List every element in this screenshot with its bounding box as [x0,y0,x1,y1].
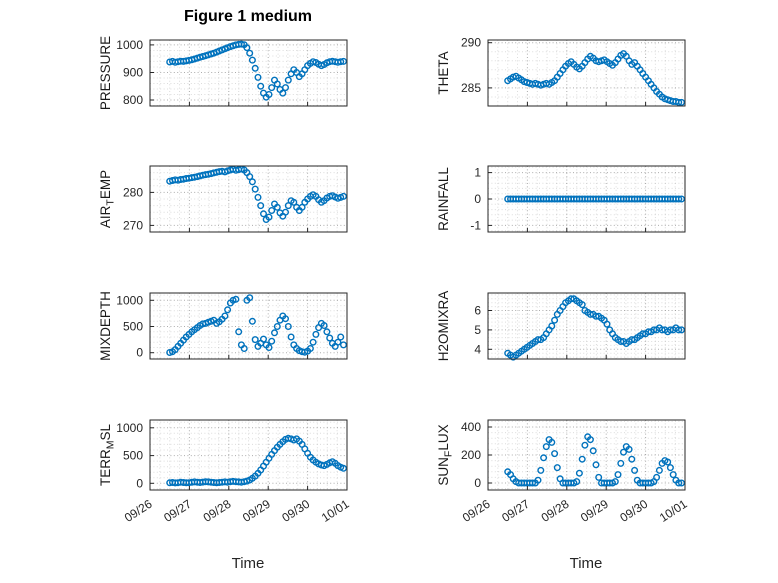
scatter-markers [166,294,347,357]
y-axis-label: SUNFLUX [436,424,455,485]
scatter-markers [504,50,685,106]
svg-text:1000: 1000 [116,421,143,435]
subplot-terrmsl: 0 500 1000 09/26 09/27 09/28 09/29 09/30 10/01 TE… [98,419,352,525]
svg-text:0: 0 [474,192,481,206]
svg-text:1: 1 [474,166,481,180]
svg-text:0: 0 [474,476,481,490]
svg-text:0: 0 [136,476,143,490]
subplot-theta: 285 290 THETA [436,36,686,107]
svg-text:09/27: 09/27 [161,497,194,525]
svg-text:09/26: 09/26 [122,497,155,525]
scatter-markers [504,195,685,203]
svg-text:09/29: 09/29 [578,497,611,525]
x-axis-label-left: Time [231,555,265,572]
svg-text:270: 270 [123,218,143,232]
subplot-rainfall: -1 0 1 RAINFALL [436,165,686,233]
svg-text:09/28: 09/28 [201,497,234,525]
svg-text:6: 6 [474,304,481,318]
svg-text:09/27: 09/27 [499,497,532,525]
svg-text:10/01: 10/01 [657,497,690,525]
subplot-h2omixra: 4 5 6 H2OMIXRA [436,291,686,362]
svg-text:09/30: 09/30 [617,497,650,525]
svg-text:09/26: 09/26 [460,497,493,525]
svg-text:1000: 1000 [116,38,143,52]
y-axis-label: AIRTEMP [98,170,117,228]
scatter-markers [166,40,347,101]
x-axis-label-right: Time [569,555,603,572]
svg-text:09/30: 09/30 [279,497,312,525]
svg-text:0: 0 [136,346,143,360]
svg-text:200: 200 [461,448,481,462]
svg-text:800: 800 [123,93,143,107]
y-axis-label: MIXDEPTH [98,291,113,361]
svg-text:900: 900 [123,66,143,80]
figure-title: Figure 1 medium [183,8,313,25]
svg-text:1000: 1000 [116,293,143,307]
y-axis-label: TERRMSL [98,424,117,487]
svg-text:285: 285 [461,81,481,95]
svg-text:09/29: 09/29 [240,497,273,525]
y-axis-label: RAINFALL [436,167,451,231]
subplot-airtemp: 270 280 AIRTEMP [98,165,348,233]
svg-text:500: 500 [123,449,143,463]
scatter-markers [166,434,347,487]
svg-text:-1: -1 [470,218,481,232]
svg-text:280: 280 [123,185,143,199]
svg-text:4: 4 [474,342,481,356]
svg-text:500: 500 [123,320,143,334]
y-axis-label: THETA [436,51,451,94]
svg-text:10/01: 10/01 [319,497,352,525]
svg-text:290: 290 [461,36,481,50]
scatter-markers [504,433,685,487]
svg-text:09/28: 09/28 [539,497,572,525]
svg-text:5: 5 [474,323,481,337]
scatter-markers [166,165,347,224]
scatter-markers [504,295,685,361]
y-axis-label: H2OMIXRA [436,291,451,362]
y-axis-label: PRESSURE [98,36,113,110]
svg-text:400: 400 [461,420,481,434]
subplot-sunflux: 0 200 400 09/26 09/27 09/28 09/29 09/30 10/01 SUN… [436,419,690,525]
